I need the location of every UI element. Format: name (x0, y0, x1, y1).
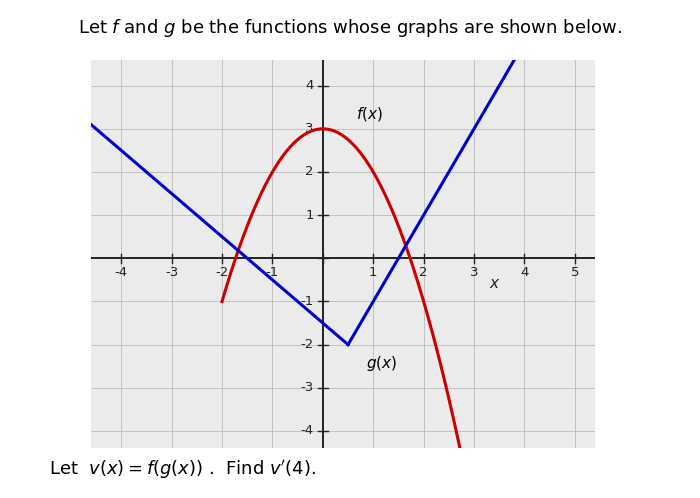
Text: 4: 4 (520, 266, 528, 279)
Text: Let  $v(x) = f(g(x))$ .  Find $v'(4)$.: Let $v(x) = f(g(x))$ . Find $v'(4)$. (49, 458, 316, 481)
Text: 1: 1 (305, 209, 314, 222)
Text: -1: -1 (300, 295, 314, 308)
Text: -1: -1 (266, 266, 279, 279)
Text: 5: 5 (570, 266, 579, 279)
Text: 3: 3 (305, 123, 314, 135)
Text: Let $f$ and $g$ be the functions whose graphs are shown below.: Let $f$ and $g$ be the functions whose g… (78, 17, 622, 39)
Text: $f(x)$: $f(x)$ (356, 105, 382, 123)
Text: -2: -2 (300, 338, 314, 351)
Text: -2: -2 (216, 266, 229, 279)
Text: 1: 1 (369, 266, 377, 279)
Text: $x$: $x$ (489, 276, 500, 291)
Text: 4: 4 (305, 79, 314, 92)
Text: 2: 2 (419, 266, 428, 279)
Text: 3: 3 (470, 266, 478, 279)
Text: -3: -3 (300, 381, 314, 394)
Text: -4: -4 (115, 266, 128, 279)
Text: 2: 2 (305, 165, 314, 178)
Text: $g(x)$: $g(x)$ (365, 355, 397, 374)
Text: -3: -3 (165, 266, 178, 279)
Text: -4: -4 (300, 424, 314, 437)
